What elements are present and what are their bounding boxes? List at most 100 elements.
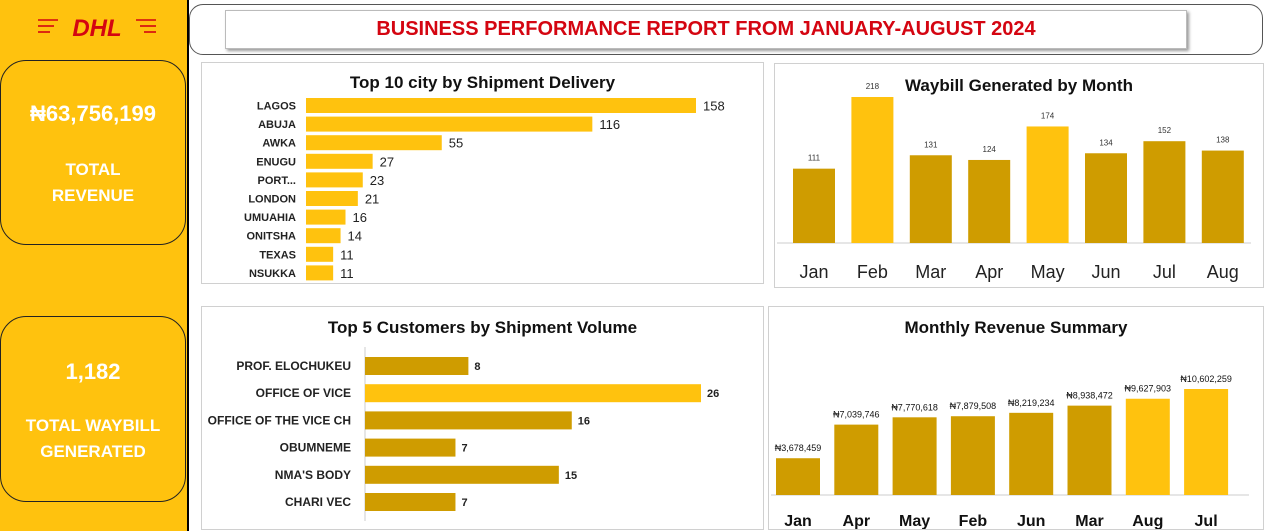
revenue-month-label: Jan [784, 513, 812, 529]
city-bar [306, 172, 363, 188]
customer-chart: PROF. ELOCHUKEU 8 OFFICE OF VICE 26 OFFICE O… [208, 347, 719, 521]
revenue-chart: ₦3,678,459 Jan ₦7,039,746 Apr ₦7,770,618 May ₦… [771, 374, 1249, 529]
customer-label: CHARI VEC [285, 495, 351, 509]
total-waybill-value: 1,182 [65, 359, 121, 384]
revenue-bar [1125, 398, 1170, 495]
city-label: LAGOS [257, 101, 296, 113]
customer-value-label: 7 [461, 443, 467, 455]
city-bar [306, 265, 334, 281]
city-value-label: 158 [703, 99, 725, 114]
revenue-month-label: May [899, 513, 930, 529]
dhl-logo: DHL [36, 12, 158, 42]
customer-label: OFFICE OF VICE [256, 386, 351, 400]
city-bar [306, 246, 334, 262]
city-label: UMUAHIA [244, 212, 296, 224]
waybill-value-label: 134 [1099, 138, 1113, 147]
revenue-bar [834, 424, 879, 495]
waybill-bar [851, 97, 894, 243]
revenue-chart-title: Monthly Revenue Summary [904, 318, 1128, 337]
waybill-bar [968, 159, 1011, 243]
customer-bar [365, 384, 701, 403]
customer-chart-title: Top 5 Customers by Shipment Volume [327, 318, 638, 337]
dhl-logo-text: DHL [72, 15, 121, 42]
revenue-value-label: ₦7,770,618 [891, 402, 938, 412]
waybill-value-label: 152 [1158, 126, 1172, 135]
city-value-label: 11 [340, 247, 354, 262]
revenue-chart-panel: Monthly Revenue Summary ₦3,678,459 Jan ₦7,… [768, 306, 1264, 530]
customer-label: NMA'S BODY [275, 468, 351, 482]
city-value-label: 23 [370, 173, 384, 188]
total-revenue-value: ₦63,756,199 [30, 101, 156, 126]
waybill-month-label: May [1031, 262, 1065, 282]
revenue-bar [1009, 412, 1054, 495]
city-label: ONITSHA [247, 231, 297, 243]
city-chart-title: Top 10 city by Shipment Delivery [349, 73, 616, 92]
customer-bar [365, 357, 469, 375]
revenue-month-label: Jun [1017, 513, 1045, 529]
city-bar [306, 209, 346, 225]
revenue-month-label: Apr [843, 513, 871, 529]
city-label: TEXAS [259, 249, 296, 261]
revenue-bar [776, 458, 820, 495]
customer-label: OBUMNEME [280, 441, 351, 455]
waybill-bar [1143, 141, 1186, 243]
waybill-month-label: Feb [857, 262, 888, 282]
waybill-value-label: 124 [983, 145, 997, 154]
revenue-bar [950, 416, 995, 495]
total-waybill-label-line1: TOTAL WAYBILL [25, 416, 161, 435]
total-revenue-label-line1: TOTAL [65, 160, 121, 179]
revenue-value-label: ₦7,039,746 [833, 410, 880, 420]
revenue-month-label: Mar [1075, 513, 1103, 529]
waybill-value-label: 111 [808, 154, 821, 163]
revenue-bar [1184, 389, 1229, 495]
total-revenue-label-line2: REVENUE [51, 186, 135, 205]
revenue-value-label: ₦8,938,472 [1066, 391, 1113, 401]
customer-bar [365, 438, 456, 457]
revenue-value-label: ₦8,219,234 [1008, 398, 1055, 408]
total-revenue-card: ₦63,756,199 TOTAL REVENUE [0, 60, 186, 245]
customer-bar [365, 493, 456, 511]
revenue-value-label: ₦10,602,259 [1180, 374, 1232, 384]
waybill-bar [1026, 126, 1069, 243]
total-waybill-card: 1,182 TOTAL WAYBILL GENERATED [0, 316, 186, 502]
revenue-value-label: ₦9,627,903 [1125, 384, 1172, 394]
customer-label: OFFICE OF THE VICE CH [208, 413, 351, 427]
waybill-chart: 111 Jan 218 Feb 131 Mar 124 Apr 174 May 134 Jun 152 J… [777, 82, 1251, 282]
city-value-label: 16 [352, 210, 366, 225]
city-label: ABUJA [258, 119, 296, 131]
revenue-value-label: ₦7,879,508 [950, 401, 997, 411]
customer-label: PROF. ELOCHUKEU [236, 359, 351, 373]
waybill-value-label: 218 [866, 82, 880, 91]
city-value-label: 55 [449, 136, 463, 151]
customer-value-label: 16 [578, 415, 590, 427]
city-value-label: 14 [348, 229, 362, 244]
waybill-chart-title: Waybill Generated by Month [905, 76, 1133, 95]
waybill-bar [1201, 150, 1244, 243]
city-bar [306, 228, 341, 244]
city-label: ENUGU [256, 156, 296, 168]
waybill-chart-panel: Waybill Generated by Month 111 Jan 218 Feb 1… [774, 63, 1264, 288]
city-chart-panel: Top 10 city by Shipment Delivery LAGOS 15… [201, 62, 764, 284]
revenue-month-label: Feb [959, 513, 988, 529]
report-title: BUSINESS PERFORMANCE REPORT FROM JANUARY… [225, 10, 1187, 49]
customer-value-label: 26 [707, 388, 719, 400]
city-bar [306, 191, 358, 206]
revenue-value-label: ₦3,678,459 [775, 443, 822, 453]
waybill-value-label: 131 [924, 140, 938, 149]
waybill-bar [793, 168, 835, 243]
customer-bar [365, 411, 572, 430]
waybill-value-label: 138 [1216, 136, 1230, 145]
city-label: PORT... [257, 175, 296, 187]
revenue-month-label: Aug [1132, 513, 1163, 529]
city-value-label: 11 [340, 266, 354, 281]
city-label: NSUKKA [249, 268, 296, 280]
city-value-label: 27 [380, 154, 394, 169]
waybill-value-label: 174 [1041, 111, 1055, 120]
waybill-month-label: Jul [1153, 262, 1176, 282]
waybill-month-label: Jun [1091, 262, 1120, 282]
city-bar [306, 116, 593, 132]
revenue-bar [892, 417, 937, 495]
customer-value-label: 15 [565, 470, 577, 482]
city-chart: LAGOS 158 ABUJA 116 AWKA 55 ENUGU 27 PORT... 23 LO… [244, 98, 725, 281]
customer-bar [365, 465, 559, 484]
